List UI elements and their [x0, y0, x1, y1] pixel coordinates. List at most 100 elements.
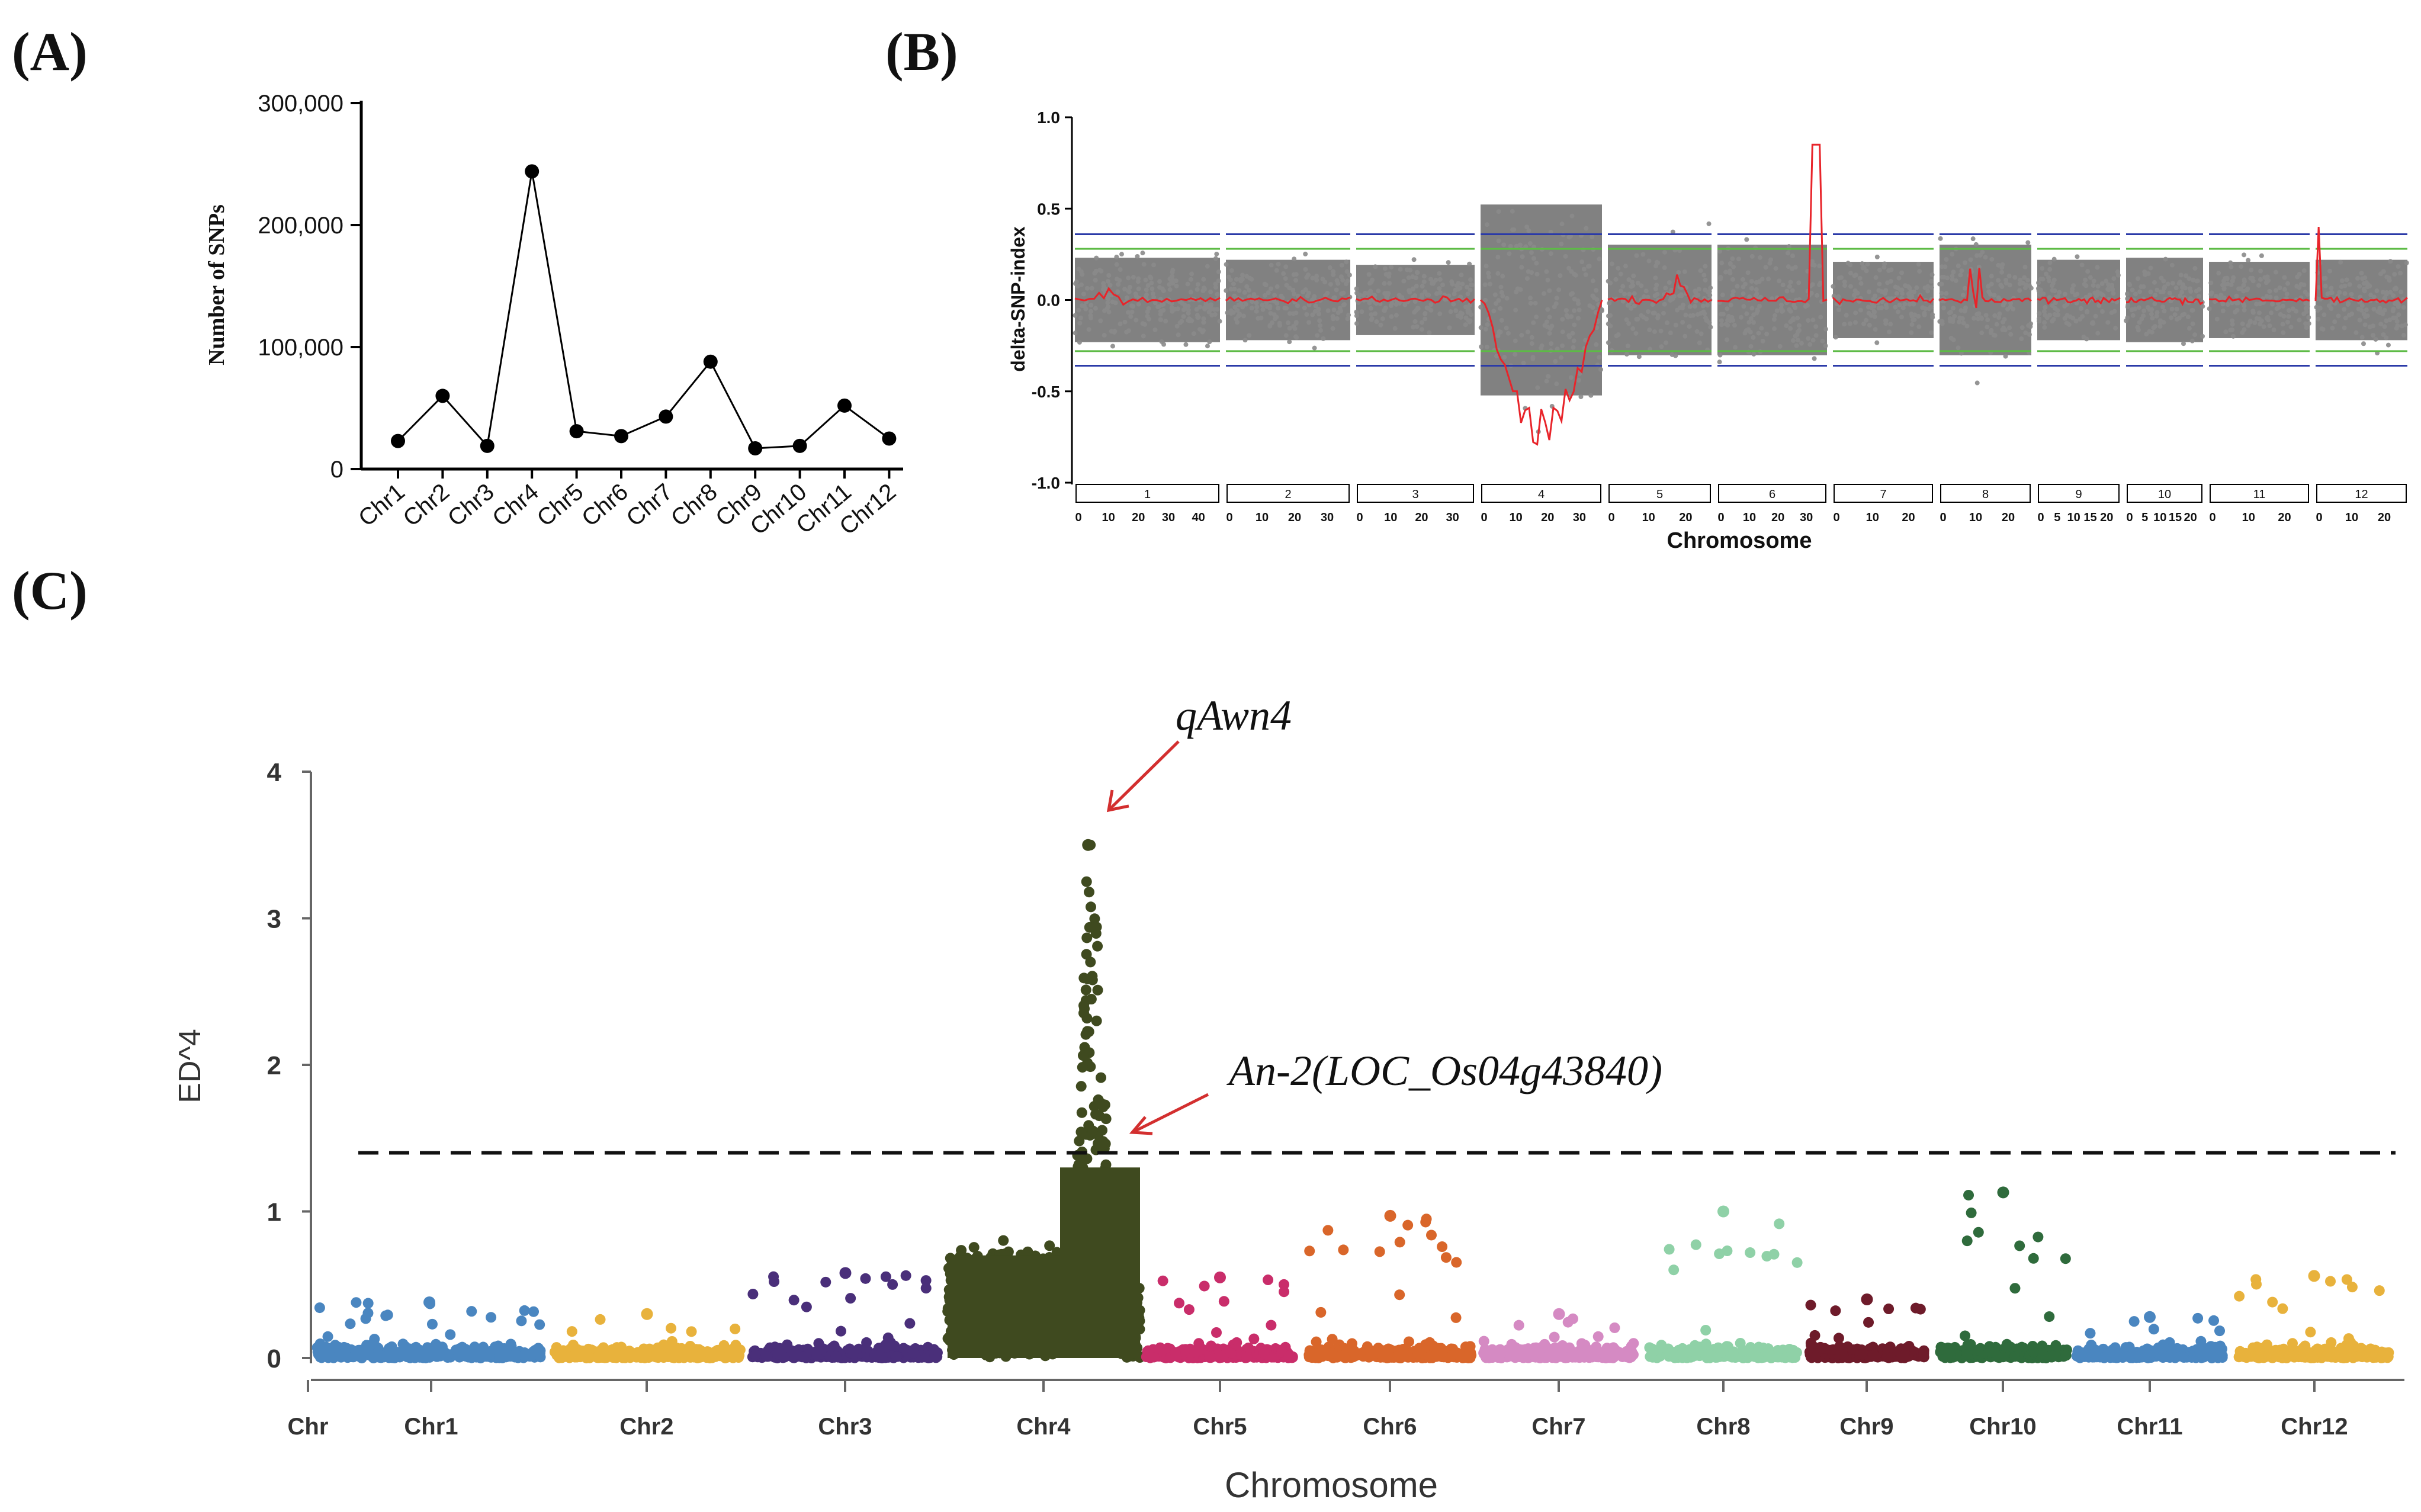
panel-c-peak-point: [641, 1308, 653, 1320]
panel-b-data-point: [1276, 261, 1281, 267]
panel-b-data-point: [1807, 342, 1813, 347]
panel-c-data-point: [788, 1295, 799, 1306]
panel-b-data-point: [1579, 259, 1585, 265]
panel-b-data-point: [2250, 278, 2256, 284]
panel-a-data-point: [792, 438, 807, 453]
panel-b-data-point: [1382, 266, 1388, 271]
panel-b-data-point: [2394, 319, 2400, 324]
panel-b-data-point: [1402, 302, 1408, 307]
panel-b-data-point: [1774, 308, 1780, 313]
panel-b-data-point: [1467, 261, 1472, 267]
panel-b-data-point: [2007, 325, 2012, 330]
panel-b-data-point: [1629, 284, 1634, 289]
panel-b-data-point: [1749, 278, 1754, 284]
panel-a-y-tick-label: 100,000: [258, 335, 343, 361]
panel-b-data-point: [1344, 259, 1349, 265]
panel-b-y-tick-label: 0.0: [1037, 291, 1060, 310]
panel-b-data-point: [1831, 284, 1836, 289]
panel-b-data-point: [1465, 284, 1470, 290]
panel-b-data-point: [2401, 305, 2406, 310]
panel-b-data-point: [2192, 332, 2198, 338]
panel-b-data-point: [2393, 285, 2398, 291]
panel-b-data-point: [1378, 301, 1383, 306]
panel-c-data-point: [887, 1279, 898, 1290]
panel-b-data-point: [1344, 269, 1350, 274]
panel-c-data-point: [457, 1341, 468, 1353]
panel-b-data-point: [1655, 291, 1660, 297]
panel-b-data-point: [1613, 277, 1619, 282]
panel-c-data-point: [1450, 1312, 1462, 1323]
panel-b-data-point: [1529, 250, 1534, 255]
panel-b-data-point: [2096, 303, 2102, 309]
panel-c-data-point: [509, 1350, 521, 1362]
panel-b-data-point: [2398, 289, 2404, 294]
panel-c-data-point: [876, 1352, 888, 1363]
panel-b-data-point: [1653, 286, 1658, 291]
panel-b-data-point: [1143, 294, 1148, 300]
panel-b-data-point: [1497, 330, 1502, 335]
panel-a-x-tick-label: Chr6: [577, 479, 633, 531]
panel-b-data-point: [1916, 324, 1922, 329]
panel-b-data-point: [1415, 270, 1420, 275]
panel-b-data-point: [1214, 251, 1219, 256]
panel-b-data-point: [1545, 307, 1550, 312]
panel-c-data-point: [1248, 1333, 1260, 1344]
panel-b-data-point: [1328, 282, 1333, 287]
panel-c-data-point: [1425, 1229, 1437, 1241]
panel-b-data-point: [1630, 326, 1636, 331]
panel-c-data-point: [1412, 1348, 1424, 1359]
panel-b-data-point: [1224, 288, 1229, 293]
panel-b-data-point: [1968, 257, 1973, 262]
panel-b-data-point: [1240, 272, 1245, 278]
panel-b-data-point: [1339, 291, 1344, 297]
panel-b-data-point: [1074, 279, 1079, 284]
panel-b-data-point: [1632, 291, 1637, 296]
panel-b-data-point: [1526, 228, 1531, 233]
panel-c-data-point: [326, 1342, 338, 1353]
panel-c-data-point: [1319, 1349, 1330, 1360]
panel-b-data-point: [1469, 283, 1475, 288]
panel-b-data-point: [1152, 327, 1158, 332]
panel-c-data-point: [489, 1344, 500, 1355]
panel-b-data-point: [2268, 310, 2274, 316]
panel-b-chromosome-strip: [1357, 484, 1474, 503]
panel-b-data-point: [1089, 303, 1094, 308]
panel-b-data-point: [1759, 277, 1765, 282]
panel-b-data-point: [1992, 293, 1997, 298]
panel-b-data-point: [1631, 273, 1636, 278]
panel-b-data-point: [1768, 257, 1774, 262]
panel-b-data-point: [1277, 320, 1282, 326]
panel-b-data-point: [1687, 304, 1693, 309]
panel-b-data-point: [1529, 335, 1534, 340]
panel-c-y-tick-label: 0: [267, 1344, 281, 1373]
panel-b-data-point: [2124, 291, 2130, 297]
panel-b-data-point: [1751, 312, 1757, 317]
panel-a-data-point: [748, 441, 763, 455]
panel-b-data-point: [1147, 316, 1152, 322]
panel-b-data-point: [1757, 255, 1762, 260]
panel-b-data-point: [2384, 291, 2389, 297]
panel-b-data-point: [1888, 322, 1893, 327]
panel-b-data-point: [1437, 290, 1443, 295]
panel-b-data-point: [1570, 291, 1575, 296]
panel-c-data-point: [1348, 1347, 1359, 1358]
panel-b-data-point: [2161, 320, 2166, 325]
panel-b-data-point: [2398, 271, 2403, 276]
panel-b-data-point: [1293, 310, 1299, 316]
panel-c-data-point: [399, 1350, 410, 1361]
panel-c-data-point: [1573, 1346, 1584, 1357]
panel-b-data-point: [1485, 322, 1490, 327]
panel-c-data-point: [1080, 984, 1091, 996]
panel-c-data-point: [762, 1351, 773, 1362]
panel-b-data-point: [1744, 311, 1749, 316]
panel-a-y-tick-label: 0: [330, 457, 343, 483]
panel-b-data-point: [1842, 279, 1847, 284]
panel-b-y-tick-label: -0.5: [1032, 383, 1060, 401]
panel-b-data-point: [1294, 335, 1299, 340]
panel-b-data-point: [2344, 277, 2349, 283]
panel-b-x-tick-label: 0: [1481, 511, 1487, 524]
panel-b-data-point: [2200, 333, 2205, 339]
panel-b-data-point: [2017, 281, 2022, 287]
panel-c-peak-point: [839, 1267, 852, 1279]
panel-b-x-tick-label: 5: [2054, 511, 2060, 524]
